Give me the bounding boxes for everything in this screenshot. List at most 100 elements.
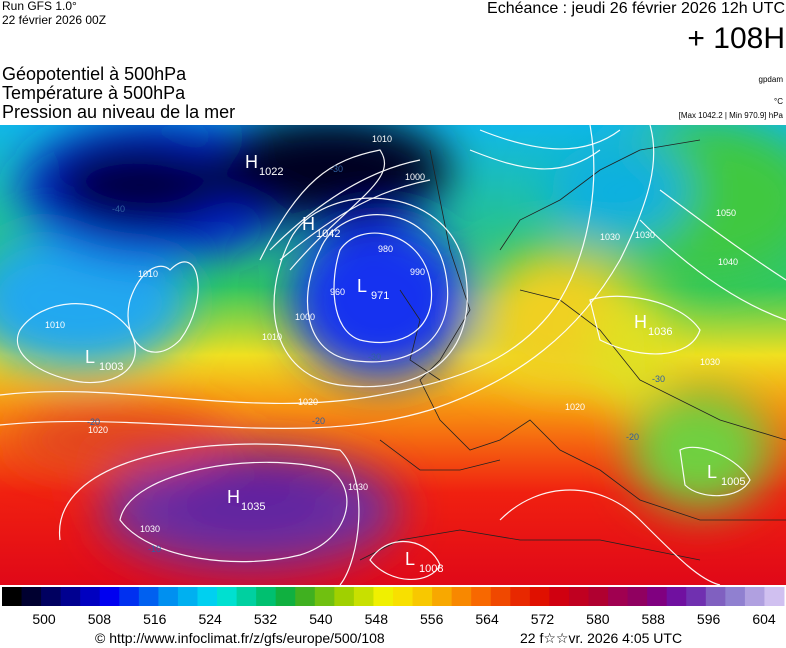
temperature-label: -20 (312, 416, 325, 426)
colorbar-swatch (725, 587, 746, 606)
colorbar-swatch (177, 587, 198, 606)
isobar-label: 1020 (88, 425, 108, 435)
isobar-label: 960 (330, 287, 345, 297)
colorbar: 500 508 516 524 532 540 548 556 564 572 580 588 596 6… (2, 587, 785, 627)
isobar-label: 1010 (45, 320, 65, 330)
colorbar-swatch (197, 587, 218, 606)
colorbar-swatch (412, 587, 433, 606)
colorbar-swatch (471, 587, 492, 606)
colorbar-swatch (510, 587, 531, 606)
footer-generated: 22 f☆☆vr. 2026 4:05 UTC (520, 630, 682, 646)
isobars (0, 125, 786, 585)
colorbar-label: 548 (365, 611, 389, 627)
footer-url: © http://www.infoclimat.fr/z/gfs/europe/… (95, 630, 385, 646)
center-value: 971 (371, 290, 389, 302)
colorbar-swatch (490, 587, 511, 606)
map (0, 125, 786, 585)
unit-temperature: °C (774, 97, 783, 106)
isobar-label: 1000 (405, 172, 425, 182)
colorbar-label: 580 (586, 611, 610, 627)
temperature-label: -10 (148, 544, 161, 554)
unit-geopotential: gpdam (759, 75, 784, 84)
colorbar-swatch (666, 587, 687, 606)
model-run: Run GFS 1.0° (2, 0, 77, 13)
center-value: 1042 (316, 228, 340, 240)
lead-time: + 108H (687, 22, 785, 55)
colorbar-swatch (705, 587, 726, 606)
isobar-label: 1010 (372, 134, 392, 144)
colorbar-label: 572 (531, 611, 555, 627)
colorbar-swatch (99, 587, 120, 606)
colorbar-label: 556 (420, 611, 444, 627)
isobar-label: 1030 (140, 524, 160, 534)
colorbar-swatch (138, 587, 159, 606)
center-value: 1003 (99, 361, 123, 373)
colorbar-label: 540 (309, 611, 333, 627)
title-pressure: Pression au niveau de la mer (2, 102, 235, 122)
colorbar-swatch (647, 587, 668, 606)
isobar-label: 1030 (348, 482, 368, 492)
colorbar-label: 604 (752, 611, 776, 627)
colorbar-swatch (549, 587, 570, 606)
colorbar-label: 516 (143, 611, 167, 627)
isobar-label: 1030 (600, 232, 620, 242)
isobar-label: 1040 (718, 257, 738, 267)
temperature-label: -20 (87, 417, 100, 427)
center-type: H (227, 487, 240, 507)
center-type: H (302, 214, 315, 234)
colorbar-swatch (295, 587, 316, 606)
colorbar-swatch (432, 587, 453, 606)
isobar-label: 1010 (262, 332, 282, 342)
colorbar-label: 596 (697, 611, 721, 627)
colorbar-swatch (119, 587, 140, 606)
title-geopotential: Géopotentiel à 500hPa (2, 64, 187, 84)
colorbar-swatch (373, 587, 394, 606)
colorbar-swatch (2, 587, 23, 606)
center-type: H (634, 312, 647, 332)
isobar-label: 1030 (635, 230, 655, 240)
colorbar-swatch (256, 587, 277, 606)
temperature-label: -30 (330, 164, 343, 174)
temperature-label: -20 (626, 432, 639, 442)
colorbar-swatch (314, 587, 335, 606)
unit-pressure: [Max 1042.2 | Min 970.9] hPa (679, 111, 784, 120)
colorbar-swatch (744, 587, 765, 606)
colorbar-swatch (529, 587, 550, 606)
isobar-label: 1020 (565, 402, 585, 412)
isobar-label: 1000 (295, 312, 315, 322)
colorbar-swatch (60, 587, 81, 606)
title-temperature: Température à 500hPa (2, 83, 186, 103)
colorbar-swatch (21, 587, 42, 606)
colorbar-swatch (353, 587, 374, 606)
colorbar-label: 532 (254, 611, 278, 627)
temperature-label: -30 (368, 352, 381, 362)
center-value: 1008 (419, 563, 443, 575)
isobar-label: 980 (378, 244, 393, 254)
colorbar-swatch (334, 587, 355, 606)
colorbar-label: 564 (475, 611, 499, 627)
colorbar-swatch (217, 587, 238, 606)
colorbar-label: 500 (32, 611, 56, 627)
coastlines (359, 139, 786, 561)
run-date: 22 février 2026 00Z (2, 13, 106, 27)
colorbar-label: 588 (642, 611, 666, 627)
center-value: 1022 (259, 166, 283, 178)
colorbar-swatch (80, 587, 101, 606)
valid-time: Echéance : jeudi 26 février 2026 12h UTC (487, 0, 785, 17)
isobar-label: 1020 (298, 397, 318, 407)
center-type: H (245, 152, 258, 172)
colorbar-swatch (41, 587, 62, 606)
center-value: 1005 (721, 476, 745, 488)
colorbar-label: 508 (88, 611, 112, 627)
colorbar-swatch (393, 587, 414, 606)
colorbar-swatch (608, 587, 629, 606)
temperature-label: -40 (112, 204, 125, 214)
center-value: 1036 (648, 326, 672, 338)
center-type: L (707, 462, 717, 482)
center-type: L (85, 347, 95, 367)
colorbar-swatch (236, 587, 257, 606)
colorbar-swatch (588, 587, 609, 606)
temperature-label: -30 (652, 374, 665, 384)
colorbar-swatch (627, 587, 648, 606)
